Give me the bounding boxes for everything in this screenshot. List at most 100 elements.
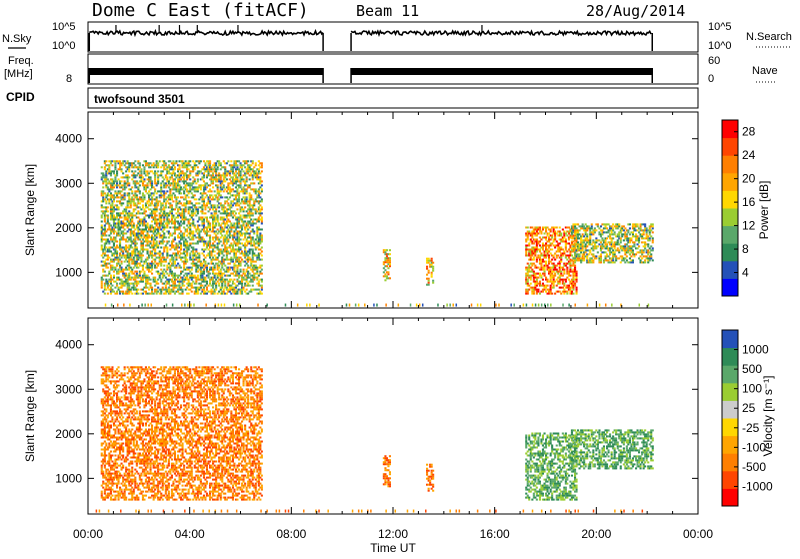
echo-cell bbox=[101, 247, 103, 249]
echo-cell bbox=[542, 259, 544, 261]
echo-cell bbox=[151, 265, 153, 267]
echo-cell bbox=[204, 208, 206, 210]
echo-cell bbox=[243, 277, 245, 279]
echo-cell bbox=[206, 233, 208, 235]
echo-cell bbox=[259, 267, 261, 269]
echo-cell bbox=[261, 255, 263, 257]
echo-cell bbox=[118, 263, 120, 265]
echo-cell bbox=[183, 265, 185, 267]
echo-cell bbox=[568, 239, 570, 241]
echo-cell bbox=[244, 166, 246, 168]
echo-cell bbox=[214, 275, 216, 277]
echo-cell bbox=[551, 259, 553, 261]
echo-cell bbox=[595, 241, 597, 243]
echo-cell bbox=[147, 239, 149, 241]
echo-cell bbox=[154, 255, 156, 257]
echo-cell bbox=[116, 204, 118, 206]
echo-cell bbox=[594, 243, 596, 245]
echo-cell bbox=[556, 257, 558, 259]
echo-cell bbox=[203, 255, 205, 257]
echo-cell bbox=[133, 267, 135, 269]
echo-cell bbox=[232, 188, 234, 190]
echo-cell bbox=[139, 190, 141, 192]
echo-cell bbox=[143, 198, 145, 200]
echo-cell bbox=[223, 255, 225, 257]
echo-cell bbox=[548, 233, 550, 235]
echo-cell bbox=[586, 237, 588, 239]
echo-cell bbox=[554, 267, 556, 269]
echo-cell bbox=[182, 291, 184, 293]
echo-cell bbox=[574, 225, 576, 227]
echo-cell bbox=[198, 259, 200, 261]
echo-cell bbox=[226, 257, 228, 259]
echo-cell bbox=[594, 231, 596, 233]
echo-cell bbox=[163, 160, 165, 162]
echo-cell bbox=[386, 265, 388, 267]
echo-cell bbox=[221, 257, 223, 259]
echo-cell bbox=[101, 237, 103, 239]
echo-cell bbox=[201, 267, 203, 269]
echo-cell bbox=[256, 247, 258, 249]
echo-cell bbox=[553, 277, 555, 279]
echo-cell bbox=[182, 196, 184, 198]
echo-cell bbox=[157, 271, 159, 273]
echo-cell bbox=[569, 263, 571, 265]
echo-cell bbox=[118, 269, 120, 271]
echo-cell bbox=[101, 215, 103, 217]
echo-cell bbox=[218, 285, 220, 287]
echo-cell bbox=[153, 263, 155, 265]
echo-cell bbox=[592, 253, 594, 255]
echo-cell bbox=[554, 259, 556, 261]
echo-cell bbox=[544, 273, 546, 275]
echo-cell bbox=[130, 235, 132, 237]
echo-cell bbox=[163, 283, 165, 285]
echo-cell bbox=[118, 206, 120, 208]
echo-cell bbox=[247, 275, 249, 277]
echo-cell bbox=[253, 182, 255, 184]
echo-cell bbox=[139, 162, 141, 164]
echo-cell bbox=[220, 269, 222, 271]
echo-cell bbox=[143, 219, 145, 221]
echo-cell bbox=[229, 269, 231, 271]
echo-cell bbox=[252, 237, 254, 239]
echo-cell bbox=[259, 178, 261, 180]
echo-cell bbox=[209, 243, 211, 245]
echo-cell bbox=[227, 219, 229, 221]
echo-cell bbox=[168, 186, 170, 188]
echo-cell bbox=[238, 251, 240, 253]
echo-cell bbox=[212, 239, 214, 241]
echo-cell bbox=[111, 178, 113, 180]
echo-cell bbox=[143, 208, 145, 210]
echo-cell bbox=[209, 235, 211, 237]
echo-cell bbox=[224, 180, 226, 182]
echo-cell bbox=[105, 160, 107, 162]
echo-cell bbox=[527, 237, 529, 239]
echo-cell bbox=[217, 247, 219, 249]
echo-cell bbox=[153, 194, 155, 196]
echo-cell bbox=[156, 160, 158, 162]
echo-cell bbox=[131, 271, 133, 273]
echo-cell bbox=[233, 283, 235, 285]
echo-cell bbox=[232, 204, 234, 206]
echo-cell bbox=[539, 227, 541, 229]
echo-cell bbox=[183, 285, 185, 287]
echo-cell bbox=[195, 255, 197, 257]
echo-cell bbox=[183, 235, 185, 237]
echo-cell bbox=[143, 196, 145, 198]
echo-cell bbox=[533, 257, 535, 259]
echo-cell bbox=[261, 206, 263, 208]
echo-cell bbox=[206, 194, 208, 196]
echo-cell bbox=[101, 255, 103, 257]
echo-cell bbox=[261, 247, 263, 249]
echo-cell bbox=[208, 221, 210, 223]
echo-cell bbox=[236, 291, 238, 293]
echo-cell bbox=[227, 202, 229, 204]
echo-cell bbox=[241, 229, 243, 231]
echo-cell bbox=[230, 279, 232, 281]
echo-cell bbox=[192, 160, 194, 162]
echo-cell bbox=[147, 206, 149, 208]
echo-cell bbox=[163, 251, 165, 253]
echo-cell bbox=[134, 160, 136, 162]
echo-cell bbox=[175, 200, 177, 202]
echo-cell bbox=[258, 289, 260, 291]
